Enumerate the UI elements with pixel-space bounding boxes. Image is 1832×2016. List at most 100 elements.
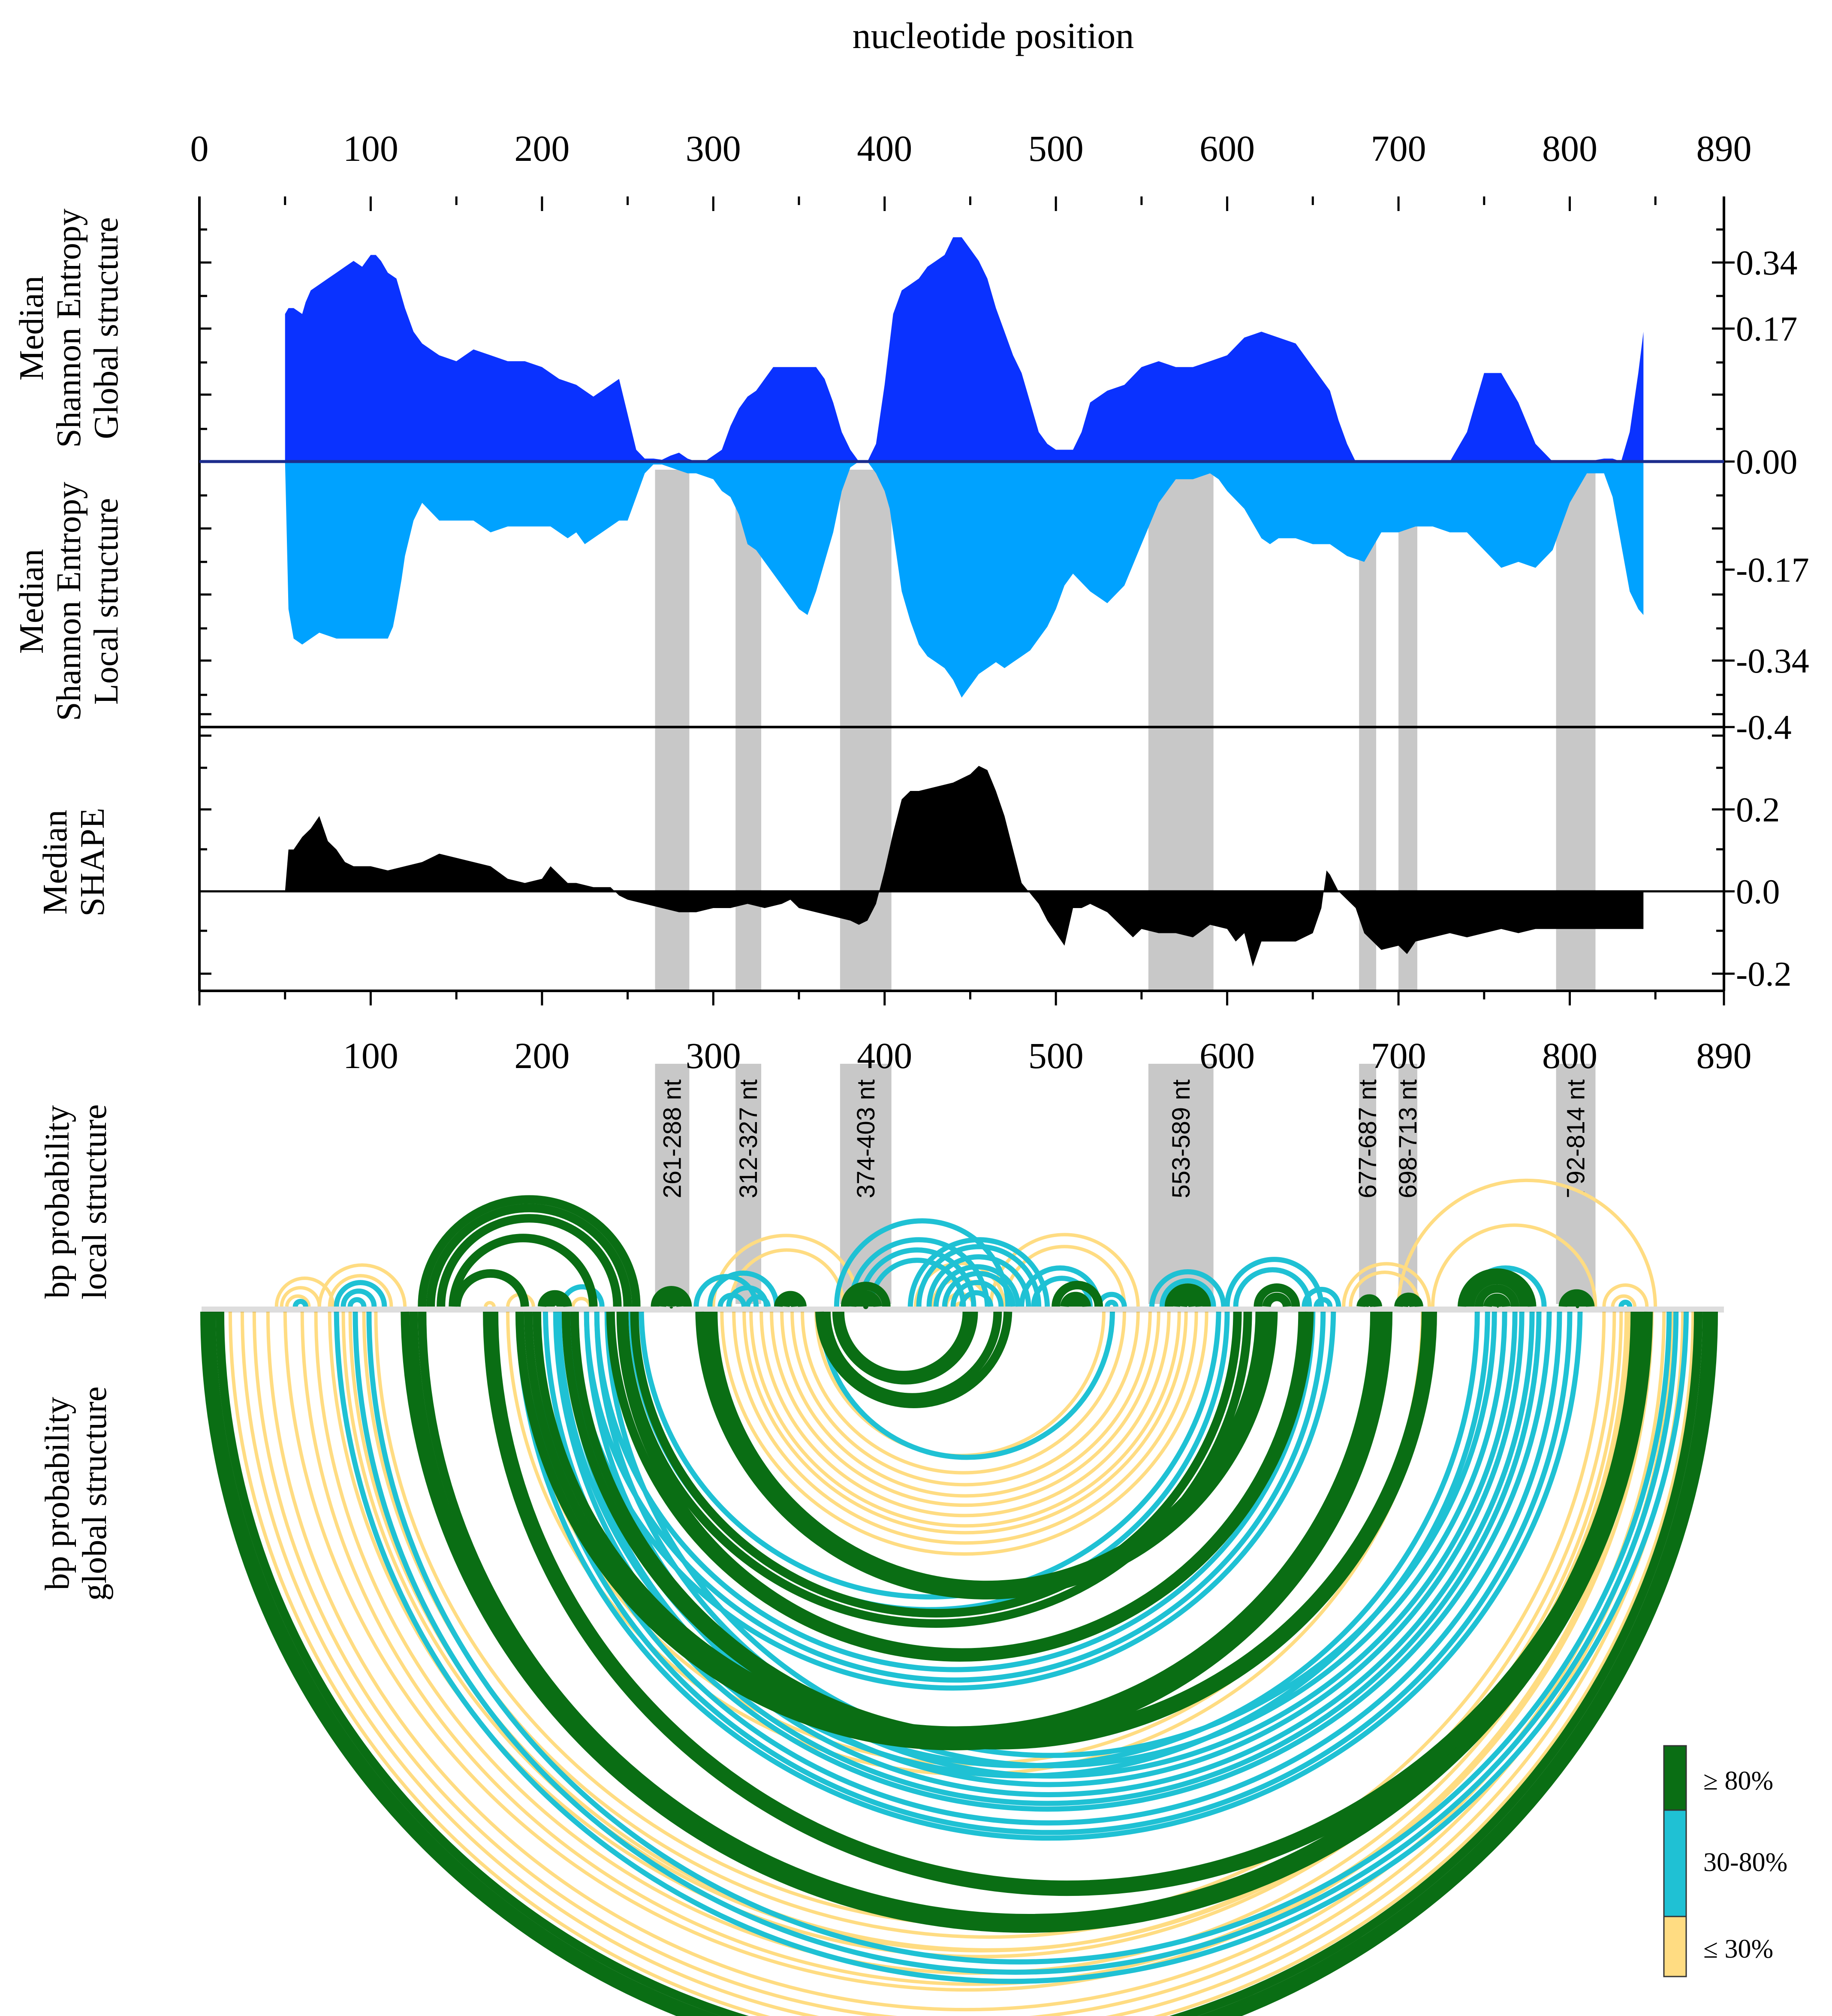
arc-mid [334, 1311, 1689, 1984]
top-tick-label: 500 [1028, 128, 1084, 169]
arc-high [532, 1311, 1379, 1735]
bottom-tick-label: 300 [686, 1035, 741, 1076]
arc-high [657, 1293, 685, 1307]
arc-mid [1314, 1297, 1333, 1307]
svg-text:MedianSHAPE: MedianSHAPE [36, 808, 111, 916]
arc-high [215, 1311, 1703, 2016]
arc-high [490, 1311, 1645, 1889]
arc-low [285, 1294, 311, 1307]
arc-mid [959, 1290, 994, 1307]
top-axis-tick-labels: 0 100 200 300 400 500 600 700 800 890 [190, 128, 1752, 169]
bottom-tick-label: 200 [514, 1035, 569, 1076]
legend: ≥ 80% 30-80% ≤ 30% [1663, 1745, 1787, 1977]
bottom-tick-label: 500 [1028, 1035, 1084, 1076]
arc-low [790, 1311, 1140, 1487]
arc-high [781, 1298, 800, 1308]
y-tick-label: 0.00 [1736, 442, 1798, 481]
arc-mid [570, 1311, 1336, 1691]
arc-mid [553, 1311, 1542, 1806]
arc-mid [604, 1311, 1497, 1758]
band-label: 261-288 nt [658, 1079, 686, 1198]
arc-low [720, 1311, 1208, 1556]
arc-high [452, 1269, 529, 1307]
top-tick-label: 0 [190, 128, 209, 169]
band-lower-3 [1148, 1064, 1214, 1304]
arc-high [1253, 1283, 1300, 1307]
arc-high [449, 1234, 598, 1307]
arc-high [1466, 1276, 1528, 1307]
arc-high [854, 1295, 877, 1307]
arc-high [546, 1297, 565, 1307]
arc-high [437, 1214, 622, 1307]
arc-low [1003, 1245, 1126, 1307]
top-tick-label: 700 [1371, 128, 1426, 169]
arc-high [1483, 1293, 1511, 1307]
legend-label-high: ≥ 80% [1703, 1766, 1773, 1796]
bottom-axis-tick-labels: 100 200 300 400 500 600 700 800 890 [343, 1035, 1752, 1076]
arc-mid [1618, 1300, 1633, 1307]
legend-label-low: ≤ 30% [1703, 1935, 1773, 1964]
legend-label-mid: 30-80% [1703, 1848, 1787, 1877]
arc-mid [639, 1311, 1221, 1600]
arc-low [252, 1311, 1675, 2016]
arc-mid [1149, 1269, 1226, 1307]
arc-high [1052, 1281, 1103, 1307]
arc-high [651, 1286, 692, 1307]
panel-title-shape: MedianSHAPE [36, 808, 111, 916]
arc-low [749, 1311, 1181, 1528]
arc-low [317, 1263, 407, 1307]
panel-title-global: MedianShannon EntropyGlobal structure [13, 208, 125, 448]
bottom-tick-label: 400 [857, 1035, 912, 1076]
arc-high [709, 1311, 1264, 1590]
arc-high [1457, 1268, 1537, 1307]
arc-low [240, 1311, 1685, 2016]
y-tick-label: -0.17 [1736, 550, 1809, 589]
arc-mid [1233, 1267, 1312, 1307]
arc-high [561, 1311, 1437, 1750]
svg-text:MedianShannon EntropyGlobal st: MedianShannon EntropyGlobal structure [13, 208, 125, 448]
arc-high [1474, 1284, 1519, 1307]
arc-mid [292, 1299, 308, 1307]
top-tick-label: 600 [1199, 128, 1255, 169]
local-entropy-area [285, 462, 1644, 698]
arc-low [484, 1301, 496, 1307]
arc-high [1570, 1300, 1585, 1309]
band-label: 698-713 nt [1394, 1079, 1422, 1198]
arc-low [280, 1286, 321, 1307]
arc-high [1164, 1283, 1211, 1307]
panel-title-local: MedianShannon EntropyLocal structure [13, 482, 125, 721]
arc-low [1602, 1283, 1649, 1307]
band-lower-0 [655, 1064, 690, 1304]
arc-low [742, 1311, 1188, 1535]
svg-text:MedianShannon EntropyLocal str: MedianShannon EntropyLocal structure [13, 482, 125, 721]
y-tick-label: 0.34 [1736, 243, 1798, 282]
bottom-tick-label: 890 [1696, 1035, 1752, 1076]
arc-high [537, 1290, 572, 1307]
arc-high [200, 1311, 1718, 2016]
arc-high [835, 1311, 971, 1379]
svg-text:bp probabilityglobal structure: bp probabilityglobal structure [39, 1386, 114, 1601]
arc-low [732, 1311, 1198, 1545]
band-label: 553-589 nt [1167, 1079, 1195, 1198]
legend-swatch-low [1663, 1916, 1687, 1977]
arc-low [274, 1277, 335, 1307]
y-tick-label: 0.17 [1736, 309, 1798, 348]
arc-high [815, 1311, 1012, 1409]
arc-mid [556, 1311, 1490, 1779]
arc-high [774, 1291, 807, 1307]
band-lower-4 [1359, 1064, 1377, 1304]
arc-high [702, 1311, 1271, 1597]
y-tick-label: -0.2 [1736, 954, 1792, 993]
arc-mid [942, 1271, 1016, 1307]
arc-high [664, 1300, 678, 1309]
arc-high [1399, 1298, 1418, 1308]
band-label: 792-814 nt [1562, 1079, 1590, 1198]
arc-high [1394, 1292, 1423, 1307]
arc-mid [515, 1311, 1583, 1841]
arc-mid [525, 1311, 1573, 1835]
arc-high [207, 1311, 1711, 2016]
svg-text:bp probabilitylocal structure: bp probabilitylocal structure [39, 1104, 114, 1299]
top-axis-title: nucleotide position [853, 15, 1134, 56]
top-tick-label: 400 [857, 128, 912, 169]
arc-high [822, 1311, 1002, 1402]
